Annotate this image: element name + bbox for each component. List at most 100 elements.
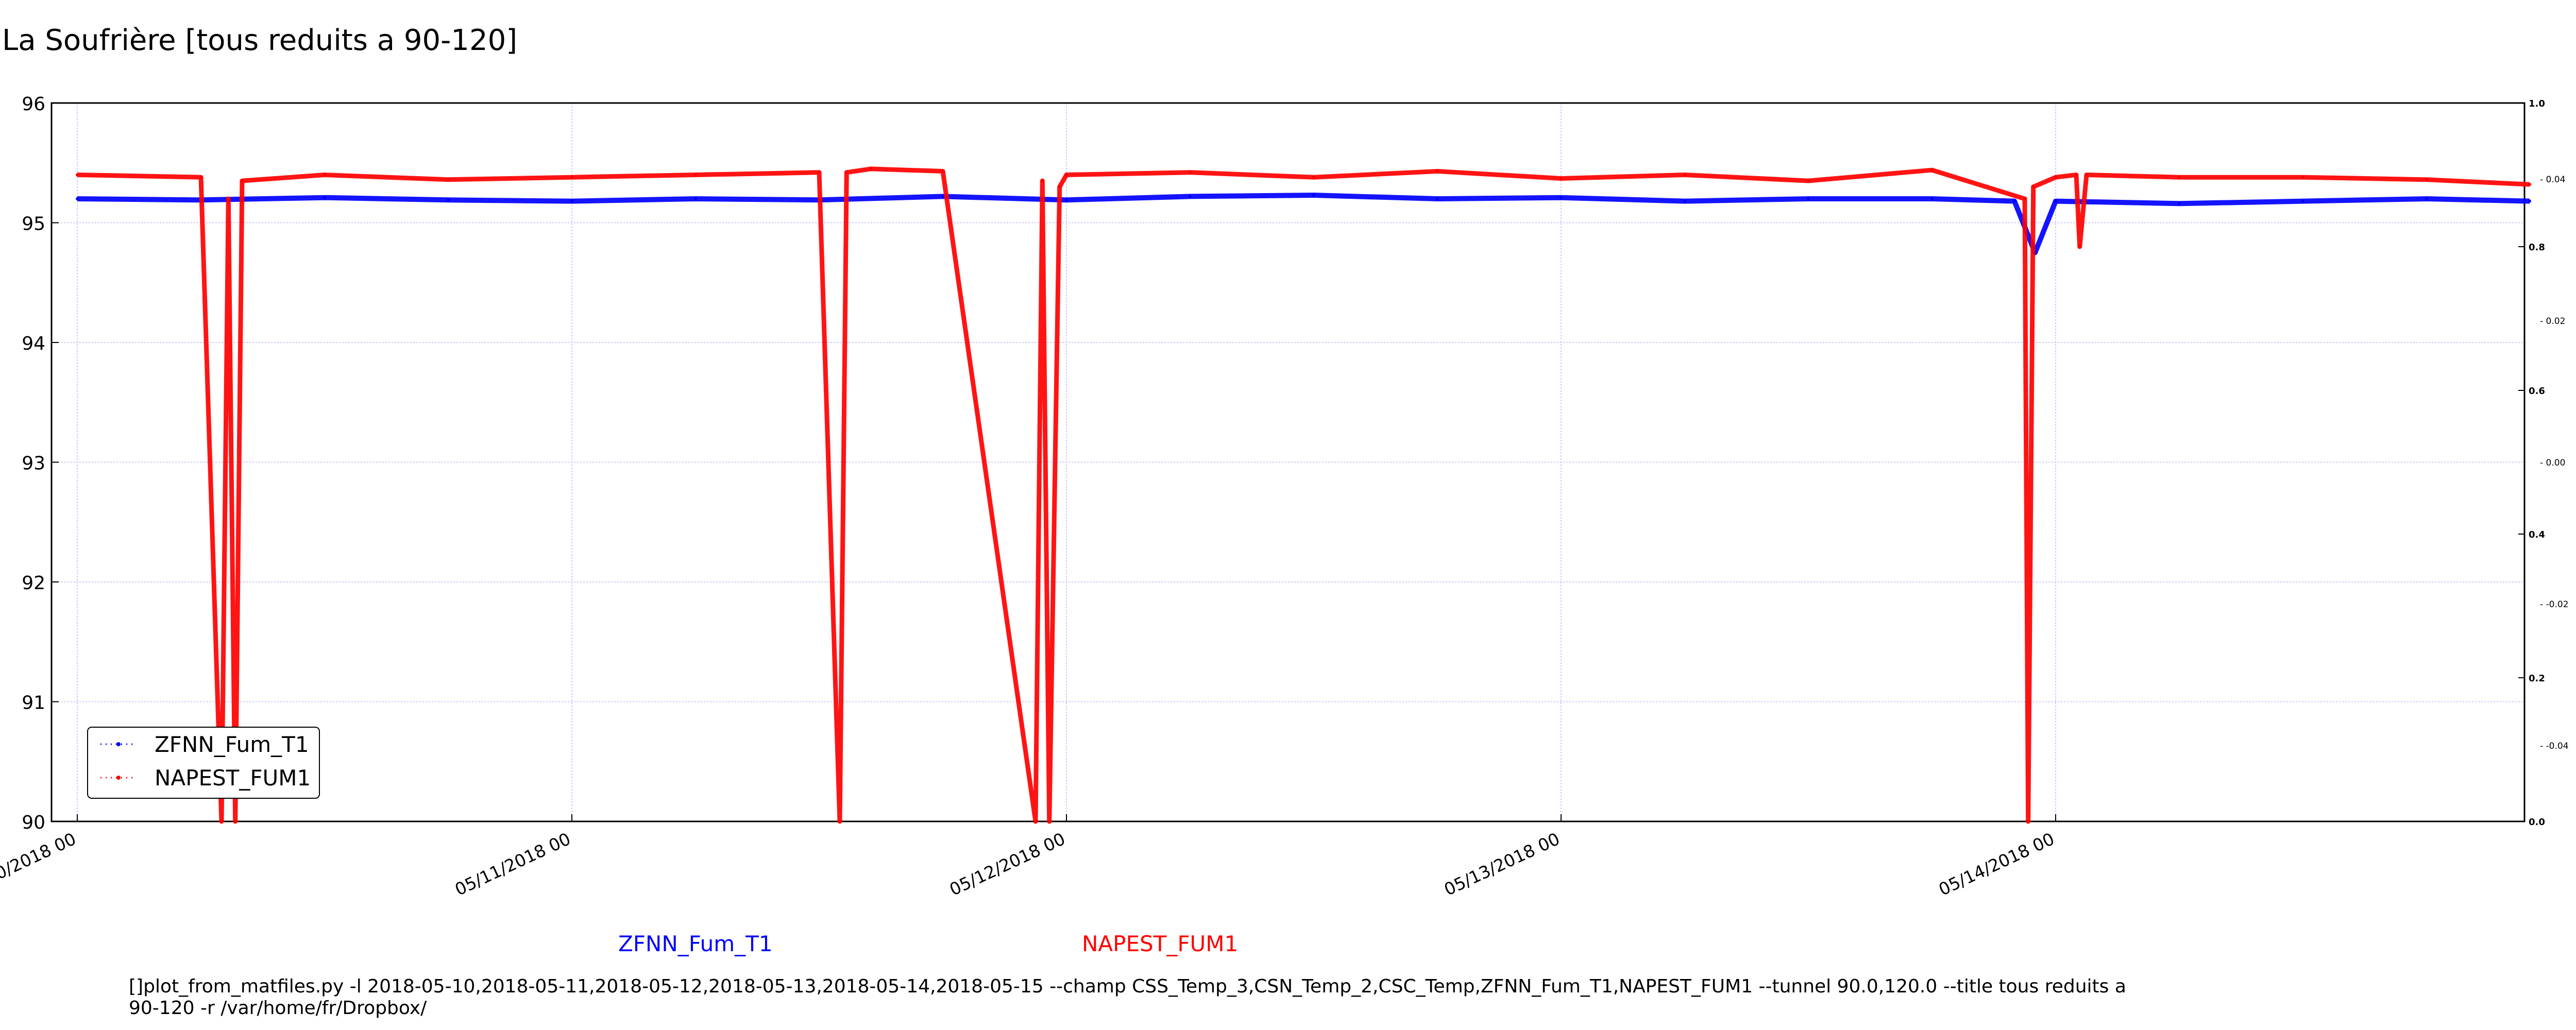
- legend-marker-zfnn: [116, 742, 121, 746]
- x-tick-label: 05/13/2018 00: [1441, 829, 1563, 900]
- data-point: [227, 197, 230, 200]
- x-axis: 05/10/2018 00 05/11/2018 00 05/12/2018 00 0…: [0, 814, 2057, 900]
- data-point: [845, 170, 849, 174]
- data-point: [199, 176, 202, 179]
- y-tick-label: 96: [22, 94, 45, 115]
- right-minor-tick-label: - 0.02: [2540, 316, 2565, 327]
- data-point: [2013, 199, 2016, 203]
- data-point: [2054, 176, 2057, 179]
- data-point: [869, 167, 872, 170]
- data-point: [76, 197, 79, 200]
- data-point: [1683, 199, 1686, 203]
- data-point: [1047, 820, 1051, 823]
- data-point: [1065, 198, 1068, 202]
- data-point: [2031, 185, 2035, 188]
- right-tick-label: 0.8: [2529, 242, 2545, 253]
- right-tick-label: 0.4: [2529, 529, 2545, 540]
- right-tick-label: 0.0: [2529, 817, 2545, 828]
- data-point: [1034, 820, 1037, 823]
- right-minor-tick-label: - 0.00: [2540, 458, 2565, 468]
- y-tick-label: 93: [22, 453, 45, 474]
- y-tick-label: 95: [22, 214, 45, 235]
- data-point: [1930, 197, 1934, 200]
- x-tick-label: 05/12/2018 00: [946, 829, 1068, 900]
- data-point: [2023, 197, 2026, 200]
- legend: ZFNN_Fum_T1 NAPEST_FUM1: [87, 727, 320, 799]
- data-point: [941, 195, 944, 198]
- data-point: [1807, 197, 1810, 200]
- data-point: [1683, 173, 1686, 177]
- data-point: [694, 173, 697, 177]
- data-point: [1058, 185, 1061, 188]
- x-tick-label: 05/10/2018 00: [0, 829, 79, 900]
- legend-box: [87, 727, 320, 799]
- series-ZFNN_Fum_T1: [76, 193, 2531, 255]
- data-point: [2178, 202, 2181, 205]
- x-tick-label: 05/11/2018 00: [452, 829, 573, 900]
- legend-entry-zfnn: ZFNN_Fum_T1: [155, 732, 309, 757]
- data-point: [220, 820, 223, 823]
- y-axis: 90 91 92 93 94 95 96: [22, 94, 59, 833]
- data-point: [694, 197, 697, 200]
- data-point: [570, 176, 573, 179]
- data-point: [2085, 173, 2088, 177]
- data-point: [2078, 245, 2081, 248]
- x-tick-label: 05/14/2018 00: [1936, 829, 2057, 900]
- data-point: [2178, 176, 2181, 179]
- data-point: [447, 198, 450, 202]
- command-line-text: []plot_from_matfiles.py -l 2018-05-10,20…: [129, 976, 2126, 1019]
- data-point: [2425, 197, 2428, 200]
- data-point: [241, 179, 244, 183]
- legend-marker-napest: [116, 776, 121, 780]
- data-point: [233, 820, 237, 823]
- data-point: [2301, 199, 2304, 203]
- data-point: [2054, 199, 2057, 203]
- data-point: [2528, 199, 2531, 203]
- y-tick-label: 94: [22, 333, 45, 354]
- right-minor-tick-label: - 0.04: [2540, 175, 2565, 185]
- right-minor-tick-label: - -0.04: [2540, 741, 2569, 751]
- data-point: [2026, 820, 2030, 823]
- right-tick-label: 0.6: [2529, 386, 2545, 397]
- data-point: [2528, 183, 2531, 186]
- data-point: [323, 196, 326, 199]
- legend-entry-napest: NAPEST_FUM1: [155, 765, 311, 791]
- data-point: [1312, 194, 1315, 197]
- series-line: [77, 193, 2530, 255]
- data-point: [1041, 179, 1044, 183]
- data-point: [1436, 197, 1439, 200]
- data-point: [1807, 179, 1810, 183]
- data-point: [2301, 176, 2304, 179]
- data-point: [941, 169, 944, 173]
- data-point: [1189, 195, 1192, 198]
- y-tick-label: 92: [22, 573, 45, 594]
- series-line: [77, 166, 2530, 824]
- right-tick-label: 1.0: [2529, 98, 2545, 109]
- data-point: [1312, 176, 1315, 179]
- footer-label-zfnn: ZFNN_Fum_T1: [618, 931, 773, 956]
- data-point: [447, 178, 450, 181]
- data-point: [1560, 196, 1563, 199]
- data-point: [323, 173, 326, 177]
- data-point: [2425, 178, 2428, 181]
- series-group: [76, 166, 2531, 824]
- data-point: [1930, 168, 1934, 172]
- series-NAPEST_FUM1: [76, 166, 2531, 824]
- data-point: [2075, 173, 2078, 177]
- data-point: [1065, 173, 1068, 177]
- data-point: [570, 199, 573, 203]
- grid: [52, 103, 2524, 821]
- data-point: [1560, 177, 1563, 180]
- right-tick-label: 0.2: [2529, 673, 2545, 684]
- data-point: [818, 170, 821, 174]
- chart-title: La Soufrière [tous reduits a 90-120]: [2, 24, 517, 57]
- footer-series-labels: ZFNN_Fum_T1 NAPEST_FUM1: [0, 931, 2576, 962]
- data-point: [1436, 169, 1439, 173]
- data-point: [1189, 170, 1192, 174]
- right-axis: 0.0 0.2 0.4 0.6 0.8 1.0 - -0.04 - -0.02 - 0.00 - …: [2518, 98, 2569, 828]
- data-point: [76, 173, 79, 177]
- footer-label-napest: NAPEST_FUM1: [1082, 931, 1239, 956]
- y-tick-label: 91: [22, 693, 45, 714]
- data-point: [838, 820, 841, 823]
